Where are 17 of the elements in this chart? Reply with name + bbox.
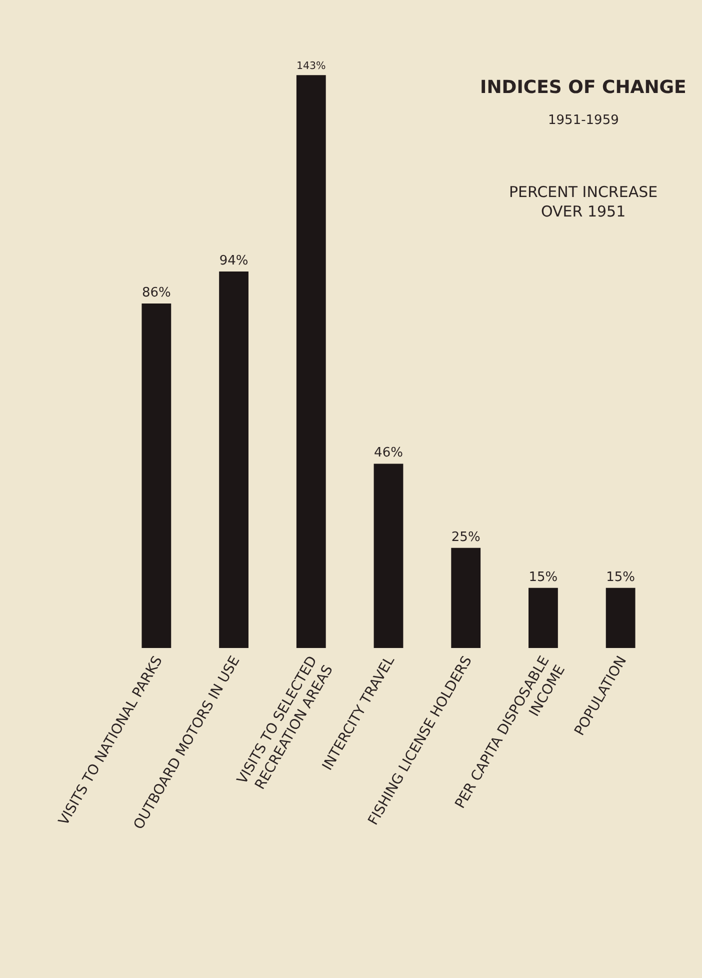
bar [528, 588, 558, 648]
bar [606, 588, 636, 648]
annotation: PERCENT INCREASE OVER 1951 [509, 183, 658, 220]
bar [374, 464, 404, 648]
bar [142, 303, 172, 648]
data-label: 94% [219, 253, 248, 268]
data-label: 46% [374, 446, 403, 461]
bar [296, 75, 326, 648]
bar [451, 548, 481, 648]
chart-title: INDICES OF CHANGE [480, 77, 686, 98]
data-label: 143% [296, 60, 326, 72]
data-label: 15% [606, 570, 636, 585]
data-label: 25% [451, 530, 480, 545]
bar [219, 271, 248, 648]
text: 1951-1959 [548, 113, 619, 128]
data-label: 86% [142, 285, 171, 300]
data-label: 15% [528, 570, 558, 585]
